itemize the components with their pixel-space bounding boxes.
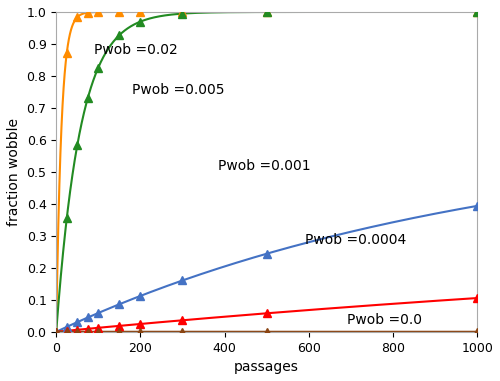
Text: Pwob =0.005: Pwob =0.005 bbox=[132, 83, 224, 96]
Y-axis label: fraction wobble: fraction wobble bbox=[7, 118, 21, 226]
Text: Pwob =0.001: Pwob =0.001 bbox=[218, 159, 311, 173]
Text: Pwob =0.0004: Pwob =0.0004 bbox=[304, 233, 406, 247]
Text: Pwob =0.02: Pwob =0.02 bbox=[94, 43, 178, 56]
Text: Pwob =0.0: Pwob =0.0 bbox=[346, 313, 422, 327]
X-axis label: passages: passages bbox=[234, 360, 299, 374]
